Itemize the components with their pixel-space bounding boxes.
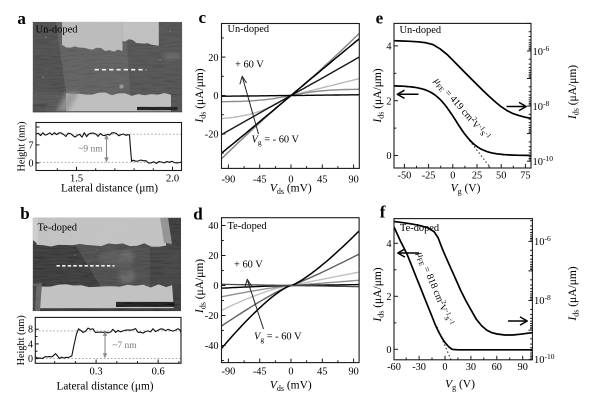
svg-text:Vds (mV): Vds (mV) [270, 183, 312, 197]
svg-text:0: 0 [386, 345, 391, 356]
svg-text:Un-doped: Un-doped [36, 25, 79, 36]
svg-text:0.3: 0.3 [90, 367, 103, 378]
svg-text:-50: -50 [398, 171, 412, 182]
svg-text:Height (nm): Height (nm) [16, 315, 27, 365]
svg-text:-25: -25 [422, 171, 436, 182]
svg-text:45: 45 [317, 175, 327, 186]
svg-text:4: 4 [386, 42, 391, 53]
svg-text:2: 2 [386, 96, 391, 107]
svg-text:Un-doped: Un-doped [400, 25, 442, 36]
svg-text:~7 nm: ~7 nm [112, 341, 137, 351]
svg-text:Te-doped: Te-doped [38, 223, 78, 234]
svg-text:4: 4 [386, 239, 391, 250]
svg-text:Ids (μA/μm): Ids (μA/μm) [194, 68, 208, 123]
svg-text:-20: -20 [205, 130, 219, 141]
svg-text:1.5: 1.5 [70, 174, 83, 185]
svg-text:-90: -90 [222, 175, 236, 186]
svg-text:+ 60 V: + 60 V [235, 60, 264, 71]
svg-text:-40: -40 [205, 341, 219, 352]
svg-text:4: 4 [28, 339, 33, 350]
svg-text:Lateral distance (μm): Lateral distance (μm) [56, 381, 153, 393]
svg-text:75: 75 [520, 171, 530, 182]
svg-text:0: 0 [442, 362, 447, 373]
svg-text:e: e [376, 8, 384, 27]
svg-text:2: 2 [386, 292, 391, 303]
svg-text:90: 90 [348, 175, 358, 186]
svg-text:+ 60 V: + 60 V [234, 260, 263, 271]
svg-text:Te-doped: Te-doped [228, 221, 268, 232]
svg-text:-60: -60 [387, 362, 401, 373]
svg-text:0: 0 [288, 366, 293, 377]
svg-text:90: 90 [518, 362, 528, 373]
svg-text:Vg (V): Vg (V) [451, 183, 481, 197]
svg-text:-30: -30 [412, 362, 426, 373]
svg-text:Ids (μA/μm): Ids (μA/μm) [372, 267, 386, 322]
svg-text:b: b [20, 204, 29, 223]
svg-text:Te-doped: Te-doped [400, 223, 440, 234]
svg-text:0: 0 [28, 354, 33, 365]
svg-text:0: 0 [450, 171, 455, 182]
svg-text:Vg = - 60 V: Vg = - 60 V [252, 135, 300, 148]
svg-text:60: 60 [492, 362, 502, 373]
svg-text:Ids (μA/μm): Ids (μA/μm) [194, 259, 208, 314]
svg-text:0: 0 [29, 158, 34, 169]
svg-text:20: 20 [208, 53, 218, 64]
svg-text:8: 8 [28, 325, 33, 336]
svg-text:20: 20 [208, 251, 218, 262]
svg-text:0: 0 [213, 91, 218, 102]
svg-text:90: 90 [348, 366, 358, 377]
svg-text:7: 7 [29, 140, 34, 151]
svg-text:a: a [17, 9, 26, 28]
svg-text:Height (nm): Height (nm) [17, 121, 28, 171]
svg-text:Vg (V): Vg (V) [445, 378, 475, 392]
svg-text:2.0: 2.0 [166, 174, 179, 185]
svg-text:~9 nm: ~9 nm [78, 145, 103, 155]
svg-text:Un-doped: Un-doped [228, 24, 270, 35]
svg-text:0.6: 0.6 [152, 367, 165, 378]
svg-text:-45: -45 [253, 366, 267, 377]
svg-text:Lateral distance (μm): Lateral distance (μm) [61, 183, 158, 195]
svg-text:30: 30 [466, 362, 476, 373]
svg-text:50: 50 [496, 171, 506, 182]
svg-text:Ids (μA/μm): Ids (μA/μm) [372, 68, 386, 123]
svg-text:0: 0 [213, 281, 218, 292]
svg-text:Ids (μA/μm): Ids (μA/μm) [567, 65, 581, 120]
svg-text:Vg = - 60 V: Vg = - 60 V [254, 332, 302, 345]
svg-text:Vds (mV): Vds (mV) [270, 379, 312, 393]
svg-text:0: 0 [386, 151, 391, 162]
svg-text:25: 25 [472, 171, 482, 182]
svg-text:d: d [193, 205, 203, 224]
svg-text:45: 45 [317, 366, 327, 377]
svg-text:-90: -90 [222, 366, 236, 377]
svg-text:-45: -45 [253, 175, 267, 186]
svg-text:40: 40 [208, 221, 218, 232]
svg-text:Ids (μA/μm): Ids (μA/μm) [567, 266, 581, 321]
svg-text:0: 0 [288, 175, 293, 186]
svg-text:c: c [199, 8, 207, 27]
svg-text:-20: -20 [205, 311, 219, 322]
svg-text:f: f [380, 203, 386, 222]
